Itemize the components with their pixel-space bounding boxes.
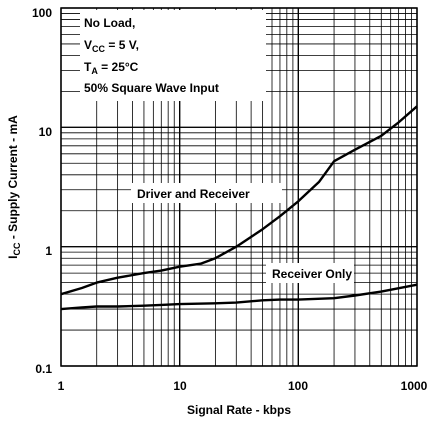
y-tick-label-10: 10 bbox=[39, 125, 53, 139]
condition-line-1: No Load, bbox=[84, 16, 135, 30]
series-label-receiver-only-text: Receiver Only bbox=[272, 267, 352, 281]
series-line-receiver-only bbox=[60, 283, 418, 311]
series-label-receiver-only-background bbox=[266, 263, 354, 283]
condition-line-3: TA = 25°C bbox=[84, 60, 139, 76]
x-axis-label: Signal Rate - kbps bbox=[187, 403, 291, 417]
series-label-receiver-only: Receiver Only bbox=[266, 263, 354, 283]
y-tick-label-100: 100 bbox=[32, 6, 52, 20]
series-label-driver-and-receiver-text: Driver and Receiver bbox=[137, 187, 250, 201]
x-tick-label-1: 1 bbox=[58, 379, 65, 393]
x-tick-label-1000: 1000 bbox=[401, 379, 428, 393]
y-tick-label-1: 1 bbox=[45, 244, 52, 258]
conditions-box: No Load, VCC = 5 V, TA = 25°C 50% Square… bbox=[80, 10, 266, 101]
series-label-driver-and-receiver: Driver and Receiver bbox=[131, 183, 282, 203]
series-label-driver-and-receiver-background bbox=[131, 183, 282, 203]
x-tick-label-10: 10 bbox=[173, 379, 187, 393]
condition-line-2: VCC = 5 V, bbox=[84, 38, 139, 54]
x-tick-label-100: 100 bbox=[288, 379, 308, 393]
condition-line-4: 50% Square Wave Input bbox=[84, 81, 219, 95]
series-line-driver-and-receiver bbox=[60, 105, 418, 296]
series-lines bbox=[60, 105, 418, 311]
y-axis-label: ICC - Supply Current - mA bbox=[6, 115, 22, 259]
conditions-box-background bbox=[80, 10, 266, 101]
plot-frame bbox=[60, 7, 418, 367]
y-tick-label-0-1: 0.1 bbox=[35, 362, 52, 376]
